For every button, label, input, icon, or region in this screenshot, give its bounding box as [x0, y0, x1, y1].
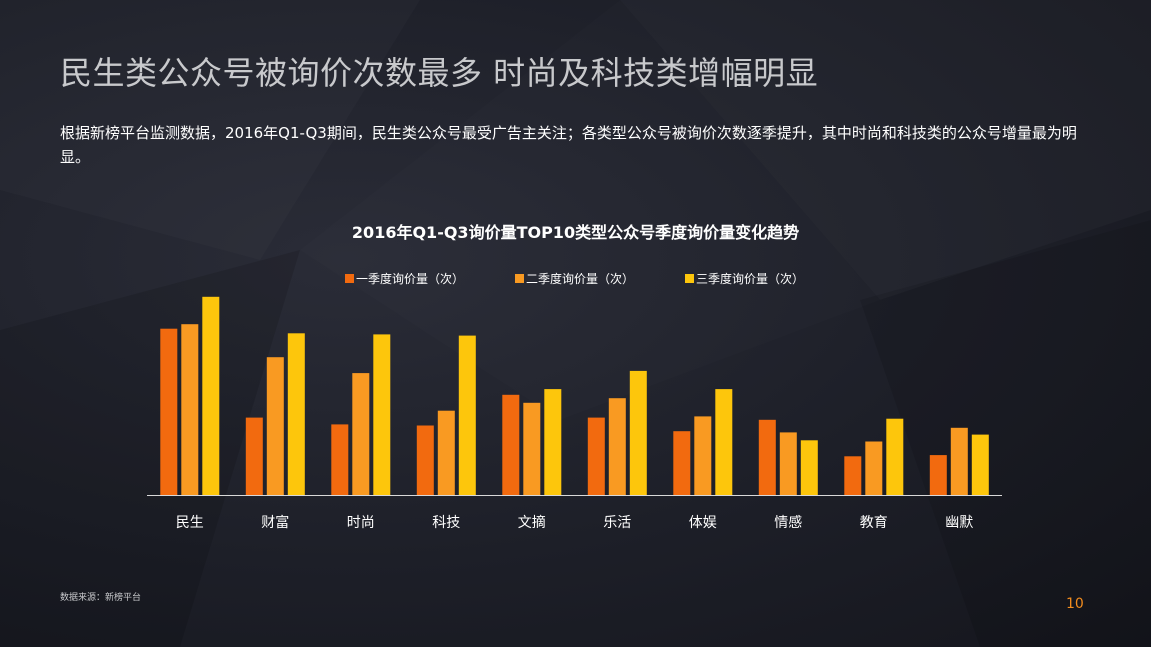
slide-description: 根据新榜平台监测数据，2016年Q1-Q3期间，民生类公众号最受广告主关注；各类… — [60, 124, 1077, 166]
bar-文摘-q1 — [502, 394, 520, 495]
x-tick-label: 文摘 — [518, 514, 546, 531]
bar-财富-q2 — [266, 357, 284, 495]
page-number: 10 — [1066, 596, 1084, 612]
bar-体娱-q2 — [694, 416, 712, 495]
legend-label-q1: 一季度询价量（次） — [356, 272, 465, 286]
x-tick-label: 教育 — [860, 515, 888, 531]
bar-科技-q2 — [437, 410, 455, 495]
bar-民生-q3 — [202, 296, 220, 495]
bar-体娱-q1 — [673, 431, 691, 495]
legend-label-q3: 三季度询价量（次） — [696, 272, 805, 286]
bar-教育-q1 — [844, 456, 862, 495]
bar-情感-q1 — [758, 419, 776, 495]
bar-教育-q2 — [865, 441, 883, 495]
bar-幽默-q2 — [950, 427, 968, 495]
x-tick-label: 民生 — [176, 515, 204, 531]
legend-item-q3: 三季度询价量（次） — [685, 270, 804, 287]
bar-体娱-q3 — [715, 389, 733, 495]
bar-财富-q1 — [245, 417, 263, 495]
bar-情感-q2 — [779, 432, 797, 495]
legend-swatch-q2 — [515, 274, 524, 283]
legend-label-q2: 二季度询价量（次） — [526, 272, 635, 286]
bar-幽默-q1 — [929, 455, 947, 495]
legend-swatch-q1 — [345, 274, 354, 283]
bar-文摘-q3 — [544, 389, 562, 495]
bar-民生-q2 — [181, 324, 199, 495]
bar-教育-q3 — [886, 418, 904, 495]
legend-item-q2: 二季度询价量（次） — [515, 270, 634, 287]
bar-乐活-q3 — [629, 370, 647, 495]
bar-科技-q1 — [416, 425, 434, 495]
bar-时尚-q3 — [373, 334, 391, 495]
x-tick-label: 财富 — [261, 514, 289, 531]
bar-时尚-q2 — [352, 373, 370, 495]
bar-民生-q1 — [160, 328, 178, 495]
x-tick-label: 幽默 — [945, 515, 973, 531]
x-tick-label: 乐活 — [603, 515, 631, 531]
bar-财富-q3 — [287, 333, 305, 495]
bar-科技-q3 — [458, 335, 476, 495]
x-tick-label: 科技 — [432, 515, 460, 531]
bar-幽默-q3 — [971, 434, 989, 495]
x-tick-label: 体娱 — [689, 515, 717, 531]
bar-文摘-q2 — [523, 402, 541, 496]
legend-swatch-q3 — [685, 274, 694, 283]
legend-item-q1: 一季度询价量（次） — [345, 270, 464, 287]
x-tick-label: 情感 — [774, 514, 802, 531]
bar-乐活-q2 — [608, 398, 626, 495]
slide-title: 民生类公众号被询价次数最多 时尚及科技类增幅明显 — [60, 54, 819, 92]
chart-title: 2016年Q1-Q3询价量TOP10类型公众号季度询价量变化趋势 — [351, 223, 800, 242]
bar-乐活-q1 — [587, 417, 605, 495]
data-source: 数据来源：新榜平台 — [60, 593, 142, 603]
bar-时尚-q1 — [331, 424, 349, 495]
bar-情感-q3 — [800, 440, 818, 495]
x-tick-label: 时尚 — [347, 515, 375, 531]
